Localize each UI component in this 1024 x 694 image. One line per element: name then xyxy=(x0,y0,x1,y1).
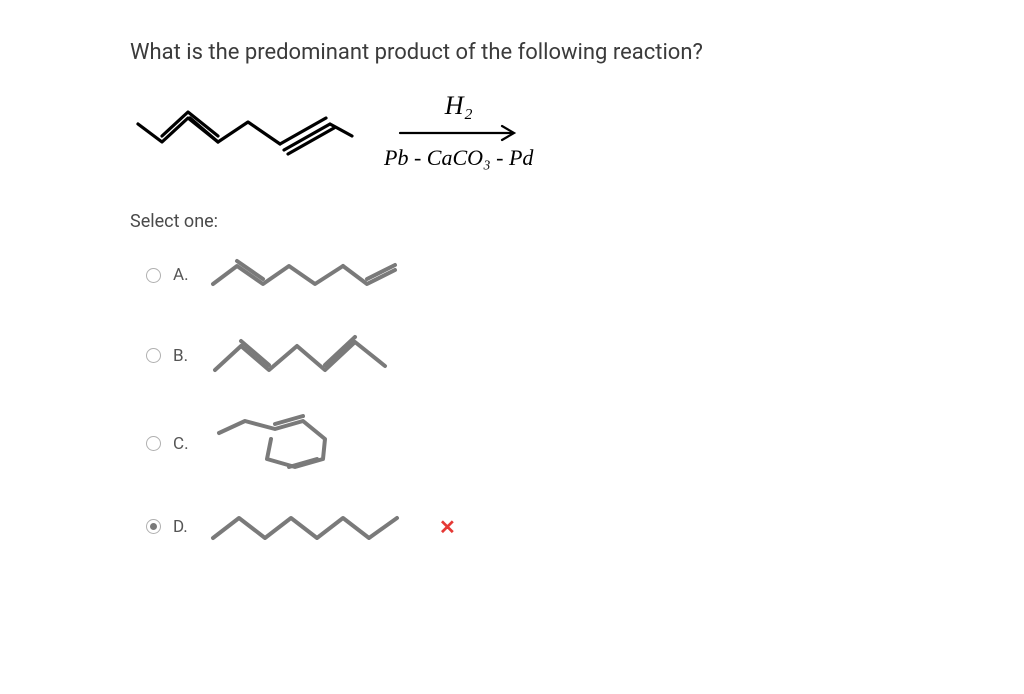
option-b[interactable]: B. xyxy=(146,328,1024,383)
reactant-structure xyxy=(130,96,360,166)
radio-b[interactable] xyxy=(146,348,161,363)
reaction-arrow-icon xyxy=(394,123,524,143)
option-b-structure xyxy=(207,328,417,383)
wrong-mark-icon: ✕ xyxy=(439,515,456,539)
option-d-letter: D. xyxy=(173,517,195,537)
option-a-letter: A. xyxy=(173,265,195,285)
option-c-letter: C. xyxy=(173,434,195,454)
reaction-arrow-block: H₂ Pb - CaCO₃ - Pd xyxy=(384,91,533,171)
option-a-structure xyxy=(207,250,407,300)
option-c-structure xyxy=(207,411,377,476)
question-text: What is the predominant product of the f… xyxy=(130,40,1024,65)
radio-c[interactable] xyxy=(146,436,161,451)
reaction-scheme: H₂ Pb - CaCO₃ - Pd xyxy=(130,91,1024,171)
option-a[interactable]: A. xyxy=(146,250,1024,300)
option-c[interactable]: C. xyxy=(146,411,1024,476)
option-b-letter: B. xyxy=(173,346,195,366)
select-one-label: Select one: xyxy=(130,211,1024,232)
option-d[interactable]: D. ✕ xyxy=(146,504,1024,549)
radio-d[interactable] xyxy=(146,519,161,534)
option-d-structure xyxy=(207,504,417,549)
reagent-bottom: Pb - CaCO₃ - Pd xyxy=(384,145,533,171)
radio-a[interactable] xyxy=(146,268,161,283)
reagent-top: H₂ xyxy=(445,91,473,121)
